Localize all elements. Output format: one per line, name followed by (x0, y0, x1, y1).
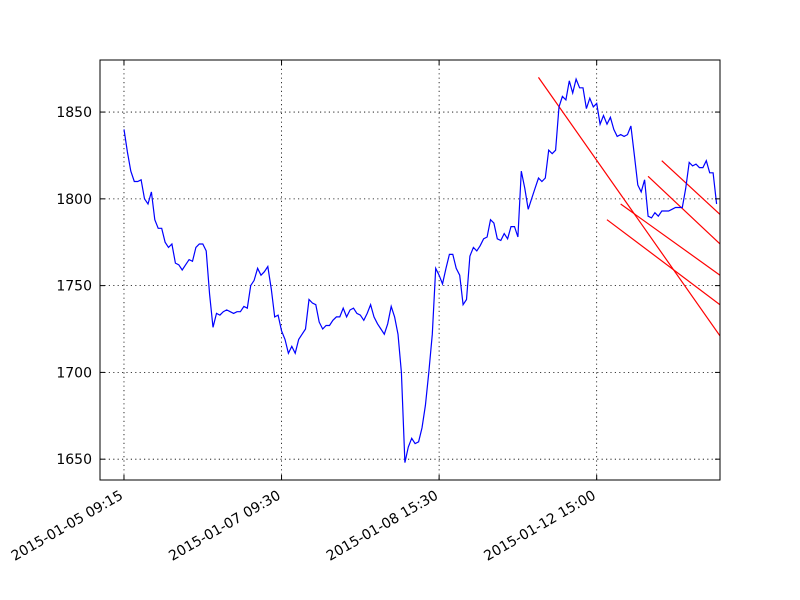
y-tick-label: 1650 (56, 452, 92, 468)
trend-line (606, 219, 720, 306)
trend-lines (537, 77, 720, 337)
price-series-line (123, 77, 718, 463)
y-tick-label: 1800 (56, 192, 92, 208)
y-axis: 1650 1700 1750 1800 1850 (56, 105, 720, 468)
y-tick-label: 1750 (56, 279, 92, 295)
series-layer (123, 77, 718, 463)
y-tick-label: 1700 (56, 365, 92, 381)
trend-line (661, 160, 720, 215)
trend-line (647, 175, 720, 245)
plot-frame (99, 59, 721, 481)
y-tick-label: 1850 (56, 105, 92, 121)
trend-line (620, 203, 720, 276)
trend-line (537, 77, 720, 337)
